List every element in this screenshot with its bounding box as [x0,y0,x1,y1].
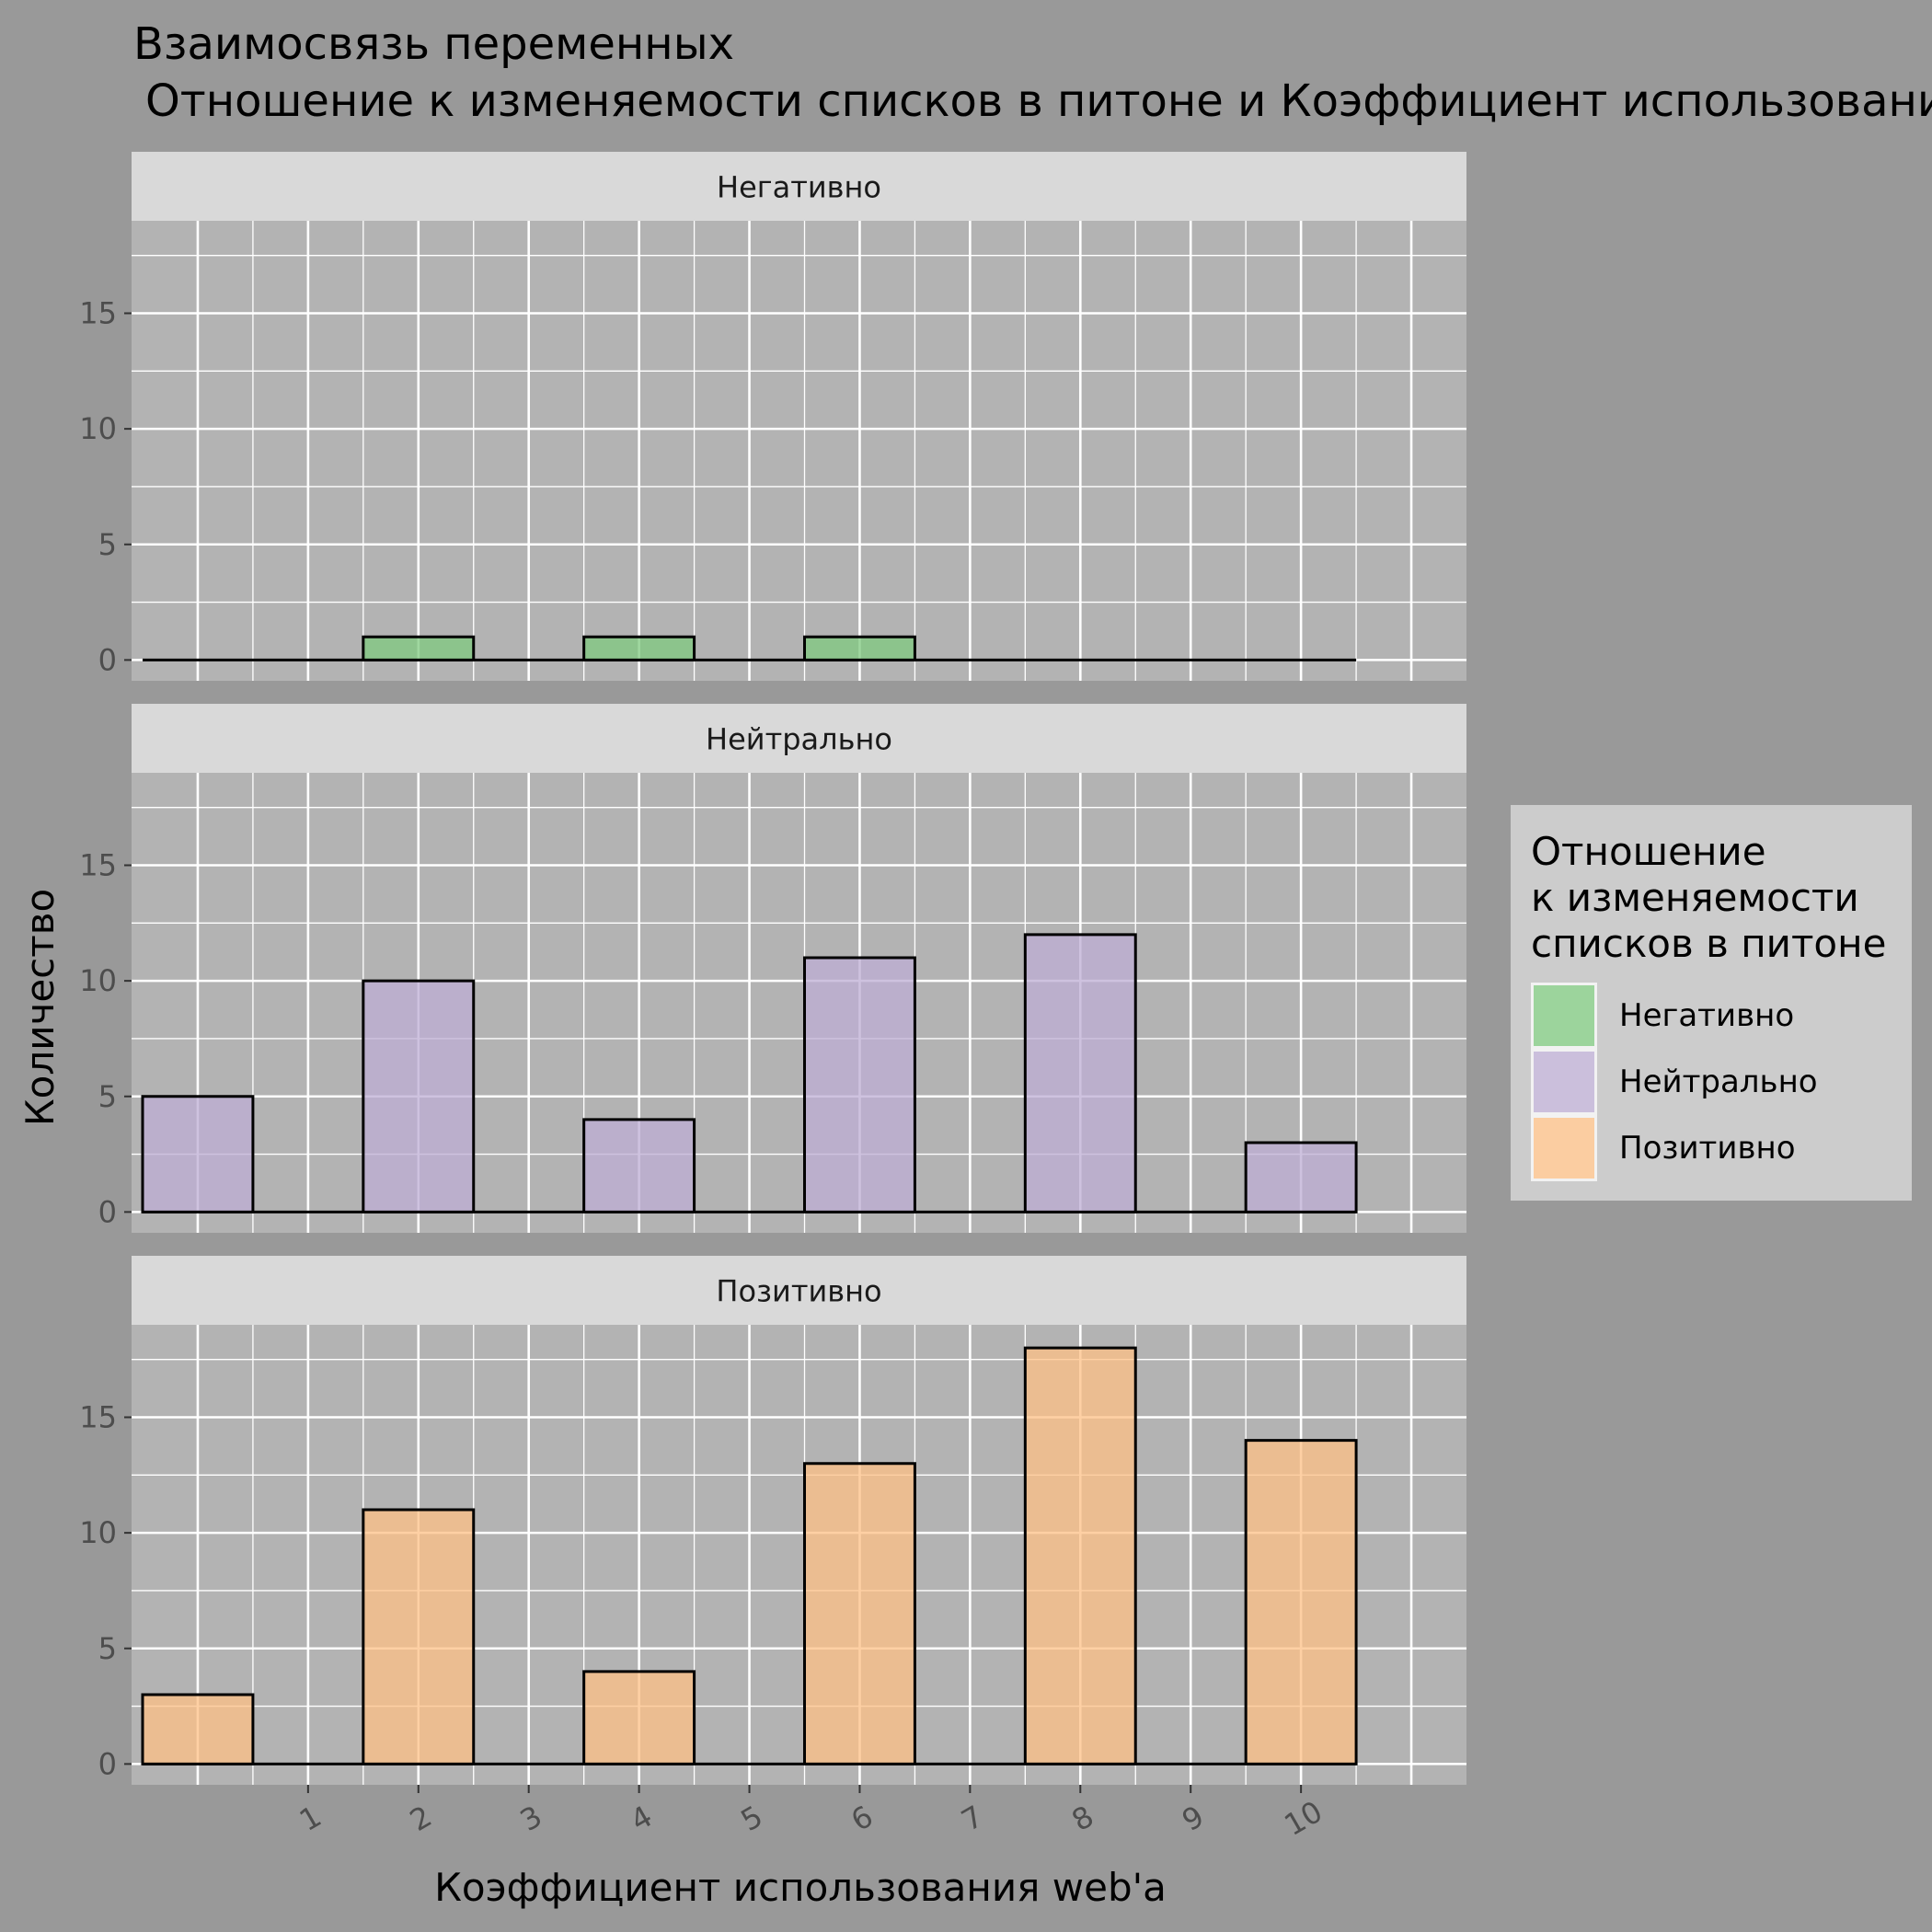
bar-позитивно-1 [141,1693,255,1765]
x-tick-label: 7 [956,1799,990,1838]
x-tick-label: 9 [1176,1799,1210,1838]
x-tick-label: 10 [1278,1794,1328,1843]
bar-негативно-2 [362,635,476,661]
y-tick-label: 5 [98,1079,117,1114]
bar-позитивно-2 [362,1508,476,1765]
y-tick-label: 15 [79,296,117,331]
x-axis: 1 2 3 4 5 6 7 8 9 10 [293,1785,1328,1843]
y-tick-label: 5 [98,527,117,562]
y-tick-label: 10 [79,1515,117,1550]
bar-позитивно-5 [1023,1346,1137,1765]
y-tick-label: 0 [98,642,117,677]
y-tick-label: 15 [79,848,117,883]
bar-нейтрально-4 [802,956,916,1213]
facet-panels: Негативно051015Нейтрально051015Позитивно… [79,152,1466,1785]
y-tick-label: 15 [79,1400,117,1435]
x-tick-label: 3 [514,1799,548,1838]
x-tick-label: 1 [293,1799,328,1838]
facet-strip-label: Позитивно [716,1274,881,1309]
facet-strip-label: Негативно [717,170,881,205]
facet-strip [132,1256,1466,1325]
legend-item-нейтрально: Нейтрально [1531,1049,1818,1115]
y-axis-label: Количество [17,889,63,1126]
y-tick-label: 5 [98,1631,117,1666]
x-axis-label: Коэффициент использования web'a [434,1865,1167,1910]
y-tick-label: 0 [98,1746,117,1781]
facet-strip-label: Нейтрально [706,722,892,757]
legend-title: Отношение к изменяемости списков в питоне [1531,829,1886,966]
x-tick-label: 6 [845,1799,880,1838]
legend-label: Позитивно [1619,1130,1796,1167]
legend-label: Нейтрально [1619,1064,1818,1100]
legend-item-негативно: Негативно [1531,983,1794,1049]
legend-label: Негативно [1619,997,1794,1034]
bar-негативно-4 [802,635,916,661]
bar-нейтрально-3 [582,1118,696,1213]
bar-позитивно-6 [1244,1439,1358,1765]
facet-strip [132,704,1466,773]
bar-негативно-3 [582,635,696,661]
facet-panel-1: Негативно 0 5 10 15 [79,152,1466,681]
x-tick-label: 5 [735,1799,769,1838]
facet-strip [132,152,1466,221]
legend-item-позитивно: Позитивно [1531,1115,1796,1181]
legend-key [1534,985,1594,1046]
panel-background [132,773,1466,1233]
y-tick-label: 0 [98,1194,117,1229]
legend-key [1534,1052,1594,1112]
facet-panel-3: Позитивно 0 5 10 15 [79,1256,1466,1785]
legend: Отношение к изменяемости списков в питоне Н… [1511,805,1912,1201]
bar-нейтрально-1 [141,1095,255,1213]
panel-background [132,221,1466,681]
x-tick-label: 4 [625,1799,659,1838]
facet-panel-2: Нейтрально 0 5 10 15 [79,704,1466,1233]
bar-позитивно-3 [582,1670,696,1765]
legend-key [1534,1118,1594,1179]
y-tick-label: 10 [79,963,117,998]
bar-нейтрально-5 [1023,933,1137,1213]
chart-subtitle: Отношение к изменяемости списков в питон… [145,75,1932,127]
x-tick-label: 2 [404,1799,438,1838]
x-tick-label: 8 [1065,1799,1099,1838]
panel-background [132,1325,1466,1785]
bar-нейтрально-2 [362,979,476,1213]
bar-нейтрально-6 [1244,1141,1358,1213]
bar-позитивно-4 [802,1462,916,1765]
y-tick-label: 10 [79,411,117,446]
chart-title: Взаимосвязь переменных [133,18,734,70]
